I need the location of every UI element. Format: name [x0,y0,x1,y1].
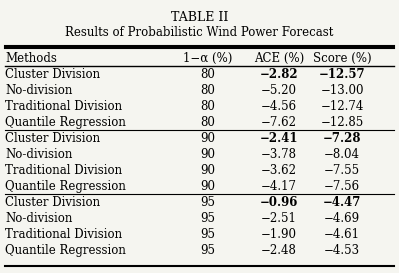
Text: Results of Probabilistic Wind Power Forecast: Results of Probabilistic Wind Power Fore… [65,26,334,39]
Text: −3.78: −3.78 [261,148,297,161]
Text: Quantile Regression: Quantile Regression [5,115,126,129]
Text: −12.85: −12.85 [320,115,364,129]
Text: −3.62: −3.62 [261,164,297,177]
Text: Quantile Regression: Quantile Regression [5,180,126,193]
Text: −4.61: −4.61 [324,228,360,241]
Text: 80: 80 [200,67,215,81]
Text: −7.55: −7.55 [324,164,360,177]
Text: 90: 90 [200,180,215,193]
Text: Cluster Division: Cluster Division [5,132,101,145]
Text: −1.90: −1.90 [261,228,297,241]
Text: −4.69: −4.69 [324,212,360,225]
Text: −2.48: −2.48 [261,244,297,257]
Text: Traditional Division: Traditional Division [5,228,122,241]
Text: −7.62: −7.62 [261,115,297,129]
Text: 95: 95 [200,244,215,257]
Text: 80: 80 [200,84,215,97]
Text: 90: 90 [200,164,215,177]
Text: −2.51: −2.51 [261,212,297,225]
Text: −4.17: −4.17 [261,180,297,193]
Text: 95: 95 [200,196,215,209]
Text: 80: 80 [200,100,215,112]
Text: Traditional Division: Traditional Division [5,164,122,177]
Text: −5.20: −5.20 [261,84,297,97]
Text: −0.96: −0.96 [260,196,298,209]
Text: −4.47: −4.47 [323,196,361,209]
Text: Quantile Regression: Quantile Regression [5,244,126,257]
Text: 95: 95 [200,212,215,225]
Text: −7.28: −7.28 [323,132,361,145]
Text: −12.57: −12.57 [319,67,365,81]
Text: −2.82: −2.82 [259,67,298,81]
Text: ACE (%): ACE (%) [254,52,304,64]
Text: Traditional Division: Traditional Division [5,100,122,112]
Text: No-division: No-division [5,148,73,161]
Text: 95: 95 [200,228,215,241]
Text: 90: 90 [200,132,215,145]
Text: Score (%): Score (%) [313,52,371,64]
Text: Cluster Division: Cluster Division [5,67,101,81]
Text: −13.00: −13.00 [320,84,364,97]
Text: Cluster Division: Cluster Division [5,196,101,209]
Text: 90: 90 [200,148,215,161]
Text: −4.56: −4.56 [261,100,297,112]
Text: −7.56: −7.56 [324,180,360,193]
Text: 1−α (%): 1−α (%) [183,52,232,64]
Text: −12.74: −12.74 [320,100,364,112]
Text: 80: 80 [200,115,215,129]
Text: −2.41: −2.41 [259,132,298,145]
Text: −8.04: −8.04 [324,148,360,161]
Text: No-division: No-division [5,212,73,225]
Text: Methods: Methods [5,52,57,64]
Text: No-division: No-division [5,84,73,97]
Text: TABLE II: TABLE II [171,11,228,24]
Text: −4.53: −4.53 [324,244,360,257]
